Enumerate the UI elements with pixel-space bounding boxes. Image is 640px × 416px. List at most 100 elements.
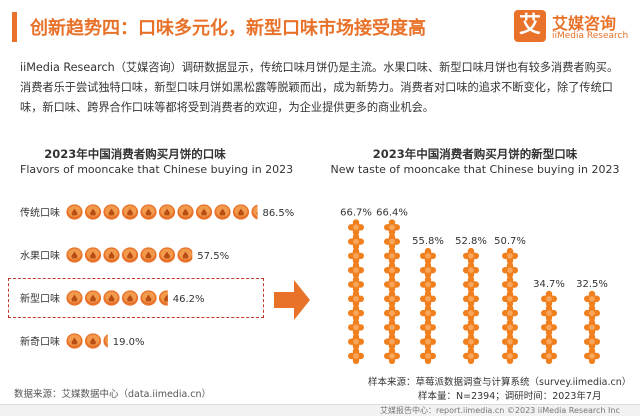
left-value-label: 19.0% xyxy=(113,337,145,348)
right-value-label: 34.7% xyxy=(533,279,565,290)
flower-mooncake-icon xyxy=(420,305,436,322)
mooncake-icon xyxy=(140,247,157,263)
flower-mooncake-icon xyxy=(348,319,364,336)
highlight-box-new-flavor xyxy=(8,278,264,318)
flower-mooncake-icon xyxy=(463,333,479,350)
mooncake-icon xyxy=(84,247,102,263)
mooncake-icon xyxy=(232,204,250,220)
left-value-label: 86.5% xyxy=(262,208,294,219)
flower-mooncake-icon xyxy=(384,247,400,264)
right-value-label: 66.4% xyxy=(376,207,408,218)
flower-mooncake-icon xyxy=(348,290,364,307)
logo-name-cn: 艾媒咨询 xyxy=(552,14,617,33)
flower-mooncake-icon xyxy=(584,305,600,322)
flower-mooncake-icon xyxy=(384,233,400,250)
flower-mooncake-icon xyxy=(502,290,518,307)
flower-mooncake-icon xyxy=(348,333,364,350)
flower-mooncake-icon xyxy=(584,333,600,350)
right-value-label: 32.5% xyxy=(576,279,608,290)
flower-mooncake-icon xyxy=(502,247,518,264)
left-category-label: 新型口味 xyxy=(20,292,60,305)
right-value-label: 52.8% xyxy=(455,236,487,247)
mooncake-icon xyxy=(140,204,157,220)
flower-mooncake-icon xyxy=(348,219,364,236)
flower-mooncake-icon xyxy=(348,276,364,293)
mooncake-icon xyxy=(158,204,176,220)
footer-bar: 艾媒报告中心：report.iimedia.cn ©2023 iiMedia R… xyxy=(0,404,640,416)
mooncake-icon xyxy=(103,204,120,220)
flower-mooncake-icon xyxy=(420,348,436,364)
flower-mooncake-icon xyxy=(348,305,364,322)
intro-paragraph: iiMedia Research（艾媒咨询）调研数据显示，传统口味月饼仍是主流。… xyxy=(20,61,619,114)
flower-mooncake-icon xyxy=(463,290,479,307)
iimedia-logo: 艾 艾媒咨询 iiMedia Research xyxy=(514,10,632,46)
flower-mooncake-icon xyxy=(463,348,479,364)
flower-mooncake-icon xyxy=(420,276,436,293)
flower-mooncake-icon xyxy=(541,305,557,322)
flower-mooncake-icon xyxy=(463,247,479,264)
mooncake-icon xyxy=(177,204,194,220)
right-chart-title: 2023年中国消费者购买月饼的新型口味 xyxy=(372,147,578,161)
flower-mooncake-icon xyxy=(463,305,479,322)
flower-mooncake-icon xyxy=(502,305,518,322)
flower-mooncake-icon xyxy=(384,276,400,293)
logo-name-en: iiMedia Research xyxy=(552,31,629,41)
flower-mooncake-icon xyxy=(584,348,600,364)
page-title: 创新趋势四：口味多元化，新型口味市场接受度高 xyxy=(30,18,426,39)
title-accent-bar xyxy=(12,12,17,42)
flower-mooncake-icon xyxy=(384,319,400,336)
flower-mooncake-icon xyxy=(384,348,400,364)
mooncake-icon xyxy=(84,204,102,220)
flower-mooncake-icon xyxy=(463,276,479,293)
flower-mooncake-icon xyxy=(541,348,557,364)
flower-mooncake-icon xyxy=(502,333,518,350)
sample-source: 样本来源：草莓派数据调查与计算系统（survey.iimedia.cn） xyxy=(368,377,632,388)
left-category-label: 水果口味 xyxy=(20,250,60,262)
flower-mooncake-icon xyxy=(348,348,364,364)
left-value-label: 46.2% xyxy=(173,294,205,305)
flower-mooncake-icon xyxy=(502,276,518,293)
arrow-right-icon xyxy=(274,280,310,320)
data-source: 数据来源：艾媒数据中心（data.iimedia.cn） xyxy=(14,389,212,400)
left-category-label: 传统口味 xyxy=(20,206,60,219)
mooncake-icon xyxy=(195,204,213,220)
right-value-label: 55.8% xyxy=(412,236,444,247)
mooncake-icon xyxy=(66,204,83,220)
flower-mooncake-icon xyxy=(502,348,518,364)
flower-mooncake-icon xyxy=(463,319,479,336)
right-chart-plot: 66.7% 66.4% 55.8% 52.8% 50.7% 34.7% 32.5% xyxy=(340,207,608,364)
right-value-label: 66.7% xyxy=(340,207,372,218)
flower-mooncake-icon xyxy=(420,262,436,279)
mooncake-icon xyxy=(214,204,231,220)
left-category-label: 新奇口味 xyxy=(20,335,60,348)
footer-text: 艾媒报告中心：report.iimedia.cn ©2023 iiMedia R… xyxy=(380,406,620,415)
flower-mooncake-icon xyxy=(541,319,557,336)
flower-mooncake-icon xyxy=(348,247,364,264)
left-chart-plot: 传统口味 86.5% 水果口味 57.5% 新型口味 46.2% 新奇口味 19.0% xyxy=(20,204,294,349)
flower-mooncake-icon xyxy=(348,233,364,250)
left-chart-title: 2023年中国消费者购买月饼的口味 xyxy=(44,147,226,161)
mooncake-icon xyxy=(66,333,83,349)
flower-mooncake-icon xyxy=(541,290,557,307)
flower-mooncake-icon xyxy=(502,319,518,336)
sample-meta: 样本量：N=2394；调研时间：2023年7月 xyxy=(418,391,602,402)
mooncake-icon xyxy=(121,247,139,263)
left-value-label: 57.5% xyxy=(197,251,229,262)
left-chart-subtitle: Flavors of mooncake that Chinese buying … xyxy=(20,163,294,176)
mooncake-icon xyxy=(121,204,139,220)
mooncake-icon xyxy=(103,247,120,263)
flower-mooncake-icon xyxy=(420,247,436,264)
flower-mooncake-icon xyxy=(584,290,600,307)
flower-mooncake-icon xyxy=(463,262,479,279)
flower-mooncake-icon xyxy=(384,219,400,236)
mooncake-icon xyxy=(66,247,83,263)
flower-mooncake-icon xyxy=(584,319,600,336)
flower-mooncake-icon xyxy=(384,305,400,322)
mooncake-icon-partial xyxy=(177,247,193,263)
flower-mooncake-icon xyxy=(420,333,436,350)
flower-mooncake-icon xyxy=(541,333,557,350)
right-chart-subtitle: New taste of mooncake that Chinese buyin… xyxy=(330,163,620,176)
right-value-label: 50.7% xyxy=(494,236,526,247)
flower-mooncake-icon xyxy=(420,319,436,336)
